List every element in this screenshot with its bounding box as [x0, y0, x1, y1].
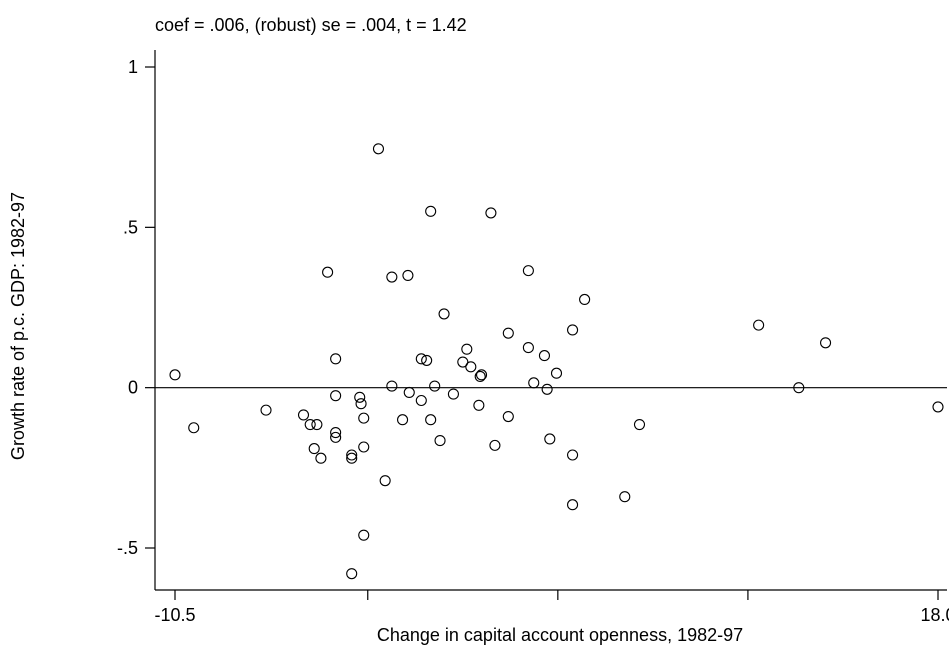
data-point — [403, 386, 415, 399]
data-point — [188, 422, 200, 434]
data-point — [415, 353, 427, 365]
data-point — [315, 452, 327, 464]
data-point — [308, 443, 320, 455]
data-point — [753, 319, 765, 331]
y-tick-label: -.5 — [117, 538, 138, 558]
x-axis-title: Change in capital account openness, 1982… — [377, 625, 743, 645]
data-point — [260, 404, 272, 416]
data-point — [346, 449, 358, 461]
data-point — [567, 449, 579, 461]
data-point — [434, 435, 446, 447]
data-point — [322, 266, 334, 278]
data-point — [550, 367, 563, 379]
data-point — [461, 343, 473, 355]
data-point — [304, 418, 316, 431]
y-axis-title: Growth rate of p.c. GDP: 1982-97 — [8, 192, 28, 460]
data-point — [475, 369, 488, 381]
data-point — [502, 327, 514, 339]
data-point — [502, 410, 514, 423]
data-point — [489, 439, 501, 451]
y-tick-label: 0 — [128, 378, 138, 398]
data-point — [386, 271, 398, 283]
data-point — [567, 324, 579, 336]
data-point — [438, 308, 450, 320]
data-point — [330, 353, 342, 365]
data-point — [544, 433, 556, 445]
data-point — [402, 269, 414, 281]
data-point — [447, 388, 459, 400]
data-point — [346, 452, 358, 464]
data-point — [372, 143, 385, 155]
data-point — [567, 499, 579, 511]
data-point — [397, 414, 409, 426]
data-point — [425, 205, 437, 217]
data-point — [415, 394, 427, 407]
data-point — [619, 491, 631, 503]
data-point — [579, 293, 591, 306]
x-tick-label: 18.0 — [920, 605, 949, 625]
y-tick-label: .5 — [123, 217, 138, 237]
data-point — [522, 265, 534, 277]
data-point — [485, 207, 497, 219]
data-point — [457, 356, 469, 368]
data-point — [297, 409, 310, 421]
data-point — [820, 337, 832, 349]
data-point — [330, 390, 342, 402]
data-point — [538, 350, 551, 362]
data-point — [346, 568, 358, 580]
x-tick-label: -10.5 — [154, 605, 195, 625]
chart-subtitle: coef = .006, (robust) se = .004, t = 1.4… — [155, 15, 467, 35]
data-point — [522, 342, 534, 354]
y-tick-label: 1 — [128, 57, 138, 77]
data-point — [793, 382, 805, 394]
data-point — [330, 431, 342, 443]
data-point — [358, 441, 370, 453]
data-point — [473, 399, 485, 411]
data-point — [355, 398, 367, 410]
data-point — [633, 418, 646, 431]
data-point — [425, 414, 437, 426]
data-point — [379, 475, 391, 487]
data-point — [528, 377, 540, 389]
y-ticks: -.5 0 .5 1 — [117, 57, 155, 558]
data-point — [386, 380, 398, 392]
data-point — [169, 369, 181, 381]
x-ticks: -10.5 18.0 — [154, 590, 949, 625]
data-point — [358, 529, 370, 541]
data-point — [354, 391, 366, 403]
data-point — [541, 383, 553, 395]
data-point — [358, 412, 370, 424]
data-point — [311, 418, 323, 431]
data-point — [465, 361, 477, 373]
data-point — [421, 354, 433, 366]
data-point — [330, 427, 342, 439]
data-point — [474, 370, 486, 382]
data-point — [932, 401, 944, 413]
data-points — [169, 143, 944, 580]
data-point — [429, 380, 441, 392]
